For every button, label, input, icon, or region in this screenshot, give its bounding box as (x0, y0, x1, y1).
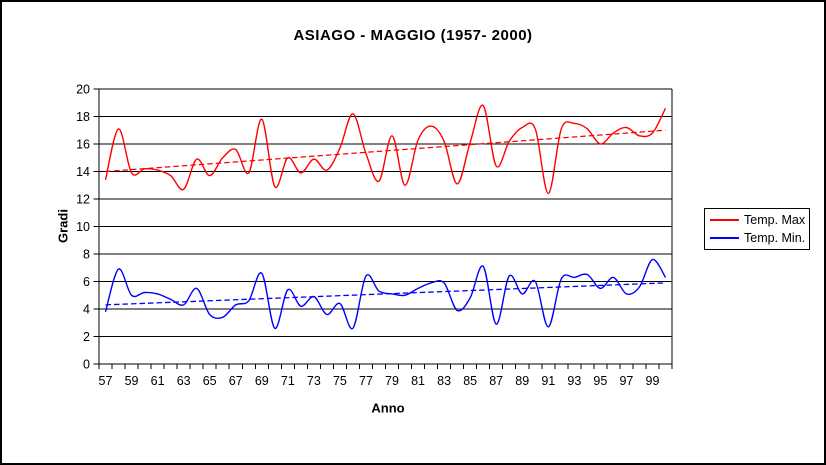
y-axis-tick-labels: 0 2 4 6 8 10 12 14 16 18 20 (76, 83, 90, 372)
svg-text:10: 10 (76, 220, 90, 234)
svg-text:83: 83 (437, 374, 451, 388)
legend-item-temp-max: Temp. Max (710, 213, 809, 227)
svg-text:93: 93 (567, 374, 581, 388)
svg-text:77: 77 (359, 374, 373, 388)
svg-text:8: 8 (83, 248, 90, 262)
svg-text:99: 99 (646, 374, 660, 388)
svg-text:87: 87 (489, 374, 503, 388)
chart-title: ASIAGO - MAGGIO (1957- 2000) (293, 27, 533, 44)
svg-text:6: 6 (83, 275, 90, 289)
svg-text:18: 18 (76, 110, 90, 124)
series-line-temp-min (104, 258, 667, 330)
legend-label-temp-min: Temp. Min. (744, 231, 806, 245)
svg-text:85: 85 (463, 374, 477, 388)
temp-min-line-swatch (710, 237, 739, 239)
svg-text:0: 0 (83, 358, 90, 372)
svg-text:63: 63 (177, 374, 191, 388)
legend-item-temp-min: Temp. Min. (710, 231, 809, 245)
svg-text:65: 65 (203, 374, 217, 388)
x-axis-title: Anno (371, 400, 405, 416)
temp-max-line-swatch (710, 219, 739, 221)
svg-text:12: 12 (76, 193, 90, 207)
svg-text:73: 73 (307, 374, 321, 388)
series-line-temp-max (104, 104, 667, 195)
legend: Temp. Max Temp. Min. (704, 208, 810, 250)
svg-text:61: 61 (151, 374, 165, 388)
svg-text:69: 69 (255, 374, 269, 388)
svg-text:67: 67 (229, 374, 243, 388)
svg-text:79: 79 (385, 374, 399, 388)
svg-text:81: 81 (411, 374, 425, 388)
svg-text:89: 89 (515, 374, 529, 388)
svg-text:14: 14 (76, 165, 90, 179)
svg-text:95: 95 (593, 374, 607, 388)
svg-text:4: 4 (83, 303, 90, 317)
svg-text:2: 2 (83, 330, 90, 344)
svg-text:20: 20 (76, 83, 90, 97)
svg-text:59: 59 (125, 374, 139, 388)
svg-text:75: 75 (333, 374, 347, 388)
legend-label-temp-max: Temp. Max (744, 213, 806, 227)
x-axis-tick-labels: 57 59 61 63 65 67 69 71 73 75 77 79 81 83 85 87 89 91 93 95… (99, 374, 660, 388)
svg-text:71: 71 (281, 374, 295, 388)
svg-text:16: 16 (76, 138, 90, 152)
trendline-temp-max (105, 129, 666, 173)
gridlines-and-axes (93, 88, 673, 369)
svg-text:57: 57 (99, 374, 113, 388)
svg-text:97: 97 (619, 374, 633, 388)
svg-text:91: 91 (541, 374, 555, 388)
